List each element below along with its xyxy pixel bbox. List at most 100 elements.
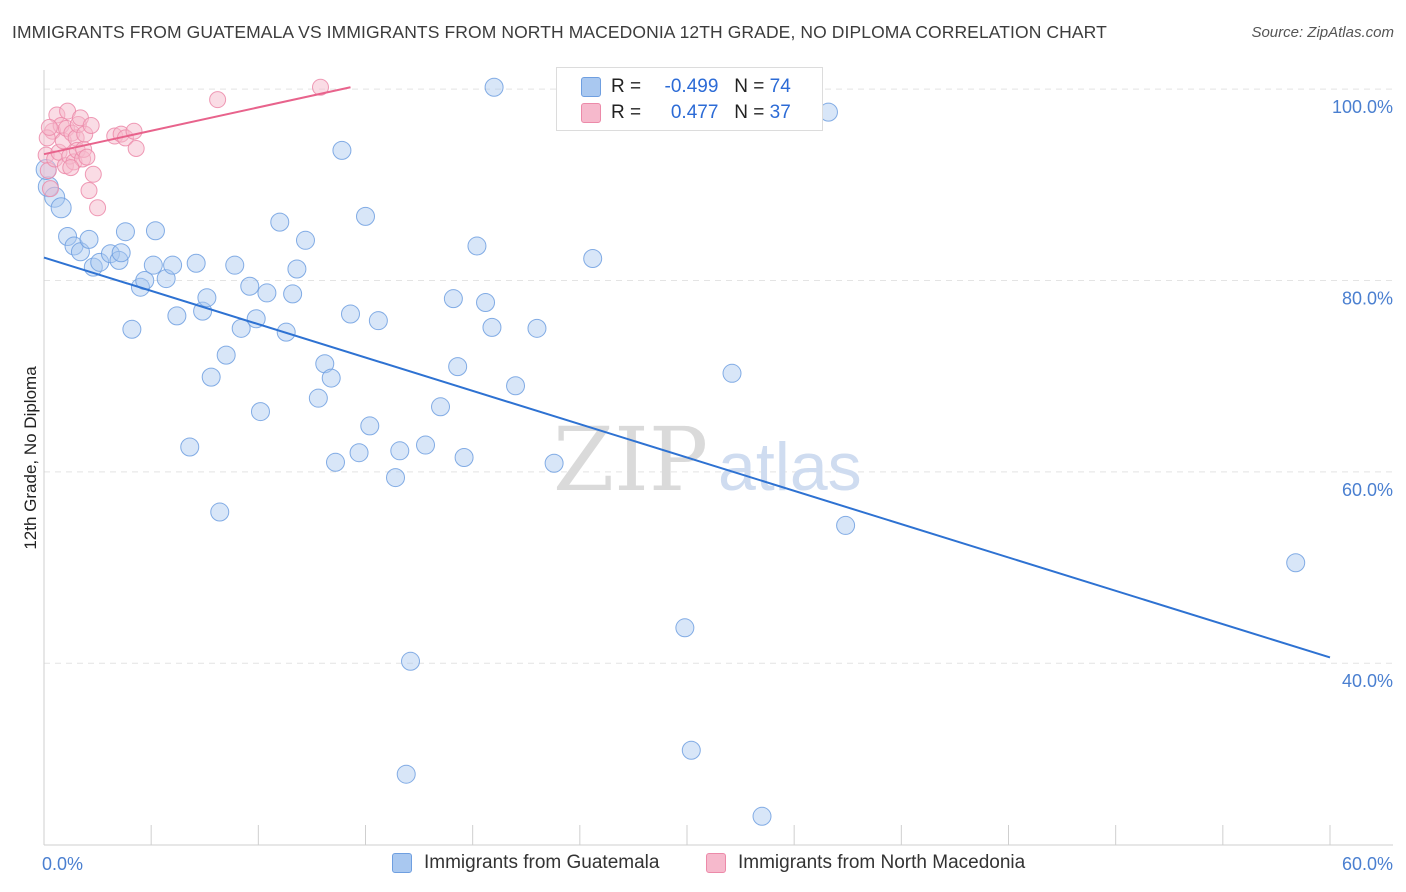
point-guatemala — [225, 255, 245, 275]
legend-row-guatemala: R = -0.499 N = 74 — [581, 74, 791, 100]
point-guatemala — [390, 441, 410, 461]
trend-lines — [43, 86, 1331, 659]
legend-n-value: 37 — [769, 102, 791, 123]
point-guatemala — [454, 448, 474, 467]
point-north-macedonia — [84, 165, 102, 183]
point-guatemala — [246, 309, 266, 329]
point-guatemala — [675, 618, 695, 638]
point-guatemala — [111, 243, 131, 263]
point-north-macedonia — [209, 91, 227, 109]
watermark-zip: ZIP — [553, 408, 708, 511]
point-guatemala — [283, 284, 303, 304]
point-north-macedonia — [311, 78, 329, 96]
y-axis-label: 12th Grade, No Diploma — [21, 366, 40, 550]
point-guatemala — [250, 402, 270, 422]
point-guatemala — [722, 363, 742, 383]
point-guatemala — [836, 515, 856, 535]
point-guatemala — [583, 248, 603, 268]
legend-item-guatemala: Immigrants from Guatemala — [392, 852, 659, 874]
x-tick-label-max: 60.0% — [1342, 854, 1393, 874]
point-guatemala — [349, 443, 369, 463]
point-guatemala — [240, 276, 260, 296]
point-guatemala — [315, 354, 335, 374]
point-guatemala — [50, 197, 72, 219]
point-guatemala — [295, 230, 315, 250]
point-guatemala — [109, 250, 129, 270]
point-guatemala — [484, 77, 504, 97]
legend-label-guatemala: Immigrants from Guatemala — [424, 852, 660, 873]
legend-r-value: -0.499 — [664, 76, 719, 97]
legend-swatch-blue — [392, 853, 412, 873]
point-guatemala — [257, 283, 277, 303]
point-guatemala — [287, 259, 307, 279]
point-guatemala — [167, 306, 187, 326]
point-guatemala — [467, 236, 487, 256]
point-guatemala — [186, 253, 206, 273]
legend-n-label: N = — [734, 102, 765, 123]
point-guatemala — [506, 376, 526, 396]
legend-swatch-pink — [581, 103, 601, 123]
point-guatemala — [356, 206, 375, 226]
point-guatemala — [163, 255, 183, 275]
point-guatemala — [332, 140, 352, 160]
watermark: ZIP atlas — [553, 408, 862, 511]
point-guatemala — [122, 319, 142, 339]
point-guatemala — [340, 304, 360, 324]
y-tick-label: 60.0% — [1342, 480, 1393, 500]
series-north-macedonia-points — [37, 78, 329, 217]
point-guatemala — [482, 317, 502, 337]
trend-line-guatemala — [43, 256, 1331, 659]
point-guatemala — [396, 764, 416, 784]
y-tick-label: 40.0% — [1342, 671, 1393, 691]
point-guatemala — [216, 345, 236, 365]
point-guatemala — [416, 435, 436, 455]
point-guatemala — [431, 397, 451, 417]
point-north-macedonia — [82, 116, 100, 134]
point-guatemala — [476, 293, 496, 312]
point-guatemala — [443, 289, 463, 309]
point-north-macedonia — [62, 159, 80, 177]
point-guatemala — [210, 502, 230, 522]
legend-item-north-macedonia: Immigrants from North Macedonia — [706, 852, 1025, 874]
point-guatemala — [544, 453, 564, 473]
point-guatemala — [201, 367, 221, 387]
legend-n-label: N = — [734, 76, 765, 97]
point-guatemala — [79, 229, 99, 249]
legend-r-label: R = — [611, 76, 642, 97]
y-tick-label: 80.0% — [1342, 288, 1393, 308]
legend-label-north-macedonia: Immigrants from North Macedonia — [738, 852, 1026, 873]
point-north-macedonia — [125, 122, 143, 140]
source-label: Source: ZipAtlas.com — [1251, 24, 1394, 41]
point-guatemala — [681, 740, 701, 760]
point-guatemala — [448, 357, 468, 377]
tick-labels: 40.0% 60.0% 80.0% 100.0% 0.0% 60.0% — [42, 97, 1393, 874]
point-north-macedonia — [40, 118, 58, 136]
legend-n-value: 74 — [769, 76, 791, 97]
point-north-macedonia — [78, 148, 96, 166]
point-north-macedonia — [127, 139, 145, 157]
point-north-macedonia — [41, 180, 59, 198]
series-legend: Immigrants from Guatemala Immigrants fro… — [0, 852, 1406, 878]
point-guatemala — [401, 651, 421, 671]
grid-lines — [44, 88, 1393, 664]
point-guatemala — [368, 311, 388, 331]
point-guatemala — [752, 806, 772, 826]
chart-title: IMMIGRANTS FROM GUATEMALA VS IMMIGRANTS … — [12, 22, 1107, 42]
point-guatemala — [270, 212, 290, 232]
point-guatemala — [527, 318, 547, 338]
point-guatemala — [325, 452, 345, 472]
point-guatemala — [145, 221, 165, 241]
legend-r-value: 0.477 — [670, 102, 719, 123]
legend-swatch-pink — [706, 853, 726, 873]
point-guatemala — [386, 468, 406, 488]
point-guatemala — [360, 416, 380, 436]
axes — [43, 70, 1393, 846]
point-north-macedonia — [80, 182, 98, 200]
point-guatemala — [308, 388, 328, 408]
legend-row-north-macedonia: R = 0.477 N = 37 — [581, 100, 791, 126]
x-tick-label-min: 0.0% — [42, 854, 83, 874]
correlation-legend: R = -0.499 N = 74 R = 0.477 N = 37 — [556, 67, 823, 131]
legend-r-label: R = — [611, 102, 642, 123]
point-guatemala — [115, 222, 135, 242]
